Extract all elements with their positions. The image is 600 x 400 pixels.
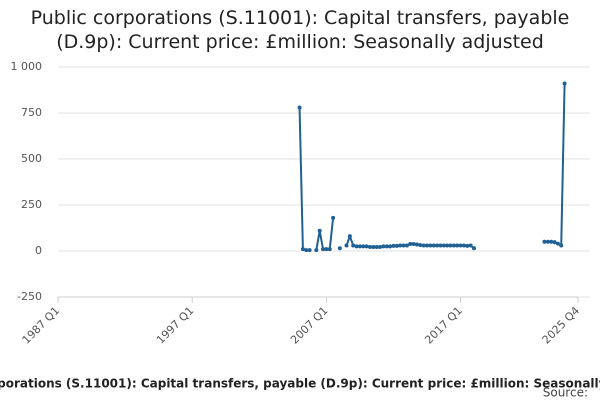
- x-tick-label: 2025 Q4: [540, 304, 583, 347]
- point: [542, 239, 547, 244]
- x-tick-label: 2007 Q1: [288, 304, 331, 347]
- point: [458, 243, 463, 248]
- point: [307, 248, 312, 253]
- y-tick-label: 750: [21, 106, 42, 119]
- point: [371, 244, 376, 249]
- point: [331, 215, 336, 220]
- point: [391, 243, 396, 248]
- x-tick-label: 1997 Q1: [154, 304, 197, 347]
- point: [368, 244, 372, 249]
- point: [431, 243, 436, 248]
- point: [549, 239, 554, 244]
- point: [344, 243, 349, 248]
- point: [300, 247, 305, 252]
- y-tick-label: 250: [21, 198, 42, 211]
- point: [545, 239, 550, 244]
- point: [354, 244, 359, 249]
- point: [461, 243, 466, 248]
- point: [297, 105, 302, 110]
- point: [381, 244, 386, 249]
- x-tick-label: 2017 Q1: [422, 304, 465, 347]
- point: [384, 244, 389, 249]
- x-tick-label: 1987 Q1: [20, 304, 63, 347]
- point: [465, 243, 470, 248]
- point: [364, 244, 369, 249]
- y-tick-label: 500: [21, 152, 42, 165]
- point: [374, 244, 379, 249]
- point: [468, 243, 473, 248]
- point: [317, 228, 322, 233]
- point: [555, 241, 560, 246]
- point: [472, 246, 476, 251]
- point: [351, 243, 356, 248]
- point: [448, 243, 453, 248]
- point: [435, 243, 440, 248]
- point: [438, 243, 443, 248]
- point: [441, 243, 446, 248]
- point: [324, 247, 329, 252]
- point: [562, 81, 567, 86]
- point: [411, 242, 416, 247]
- point: [304, 248, 309, 253]
- point: [428, 243, 433, 248]
- point: [327, 247, 332, 252]
- point: [357, 244, 362, 249]
- line: [298, 83, 566, 252]
- point: [398, 243, 403, 248]
- point: [559, 243, 564, 248]
- source: Source:: [543, 386, 588, 400]
- point: [388, 244, 393, 249]
- point: [321, 247, 326, 252]
- point: [552, 240, 557, 245]
- point: [314, 248, 319, 253]
- point: [378, 244, 383, 249]
- point: [425, 243, 430, 248]
- point: [421, 243, 426, 248]
- point: [418, 243, 423, 248]
- legend-entry: Public corporations (S.11001): Capital t…: [0, 377, 600, 391]
- point: [347, 234, 352, 239]
- point: [414, 242, 419, 247]
- y-tick-label: 0: [35, 244, 42, 257]
- point: [451, 243, 456, 248]
- point: [404, 243, 409, 248]
- point: [361, 244, 366, 249]
- point: [455, 243, 460, 248]
- point: [408, 242, 413, 247]
- y-tick-label: 1 000: [11, 60, 43, 73]
- y-tick-label: -250: [17, 290, 42, 303]
- point: [394, 243, 399, 248]
- point: [401, 243, 406, 248]
- chart-title: Public corporations (S.11001): Capital t…: [30, 7, 570, 53]
- point: [445, 243, 450, 248]
- point: [337, 246, 342, 251]
